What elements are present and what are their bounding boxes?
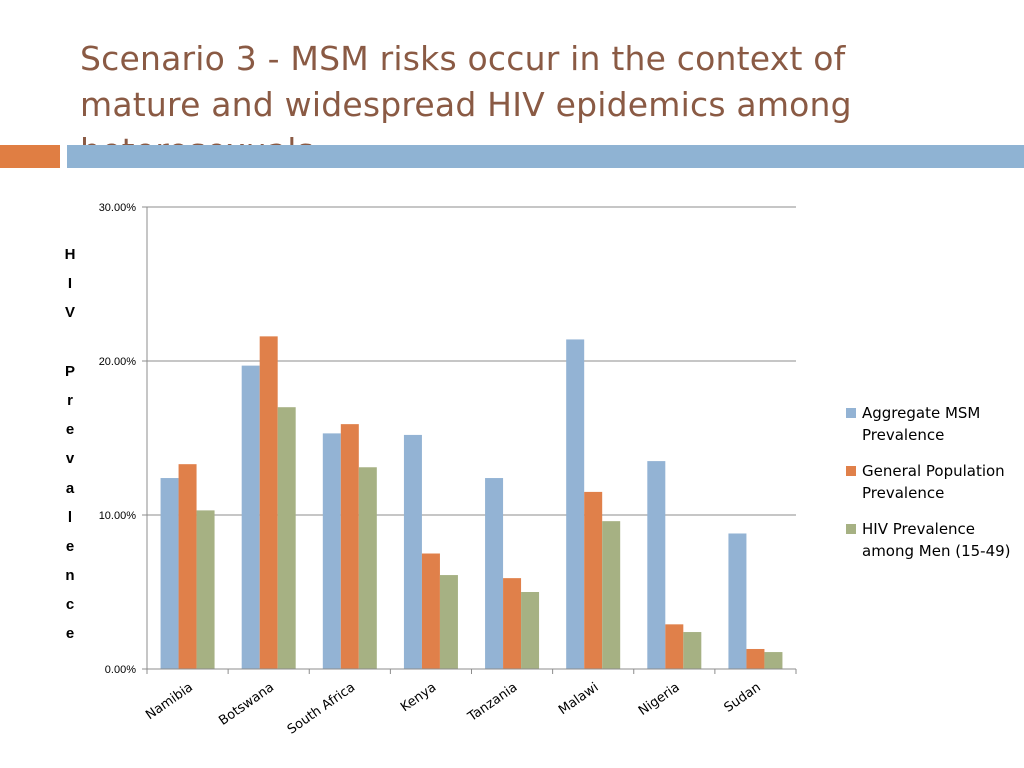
y-axis-label-char: I — [67, 275, 73, 293]
legend-label: General Population Prevalence — [862, 462, 1005, 502]
y-tick-label: 20.00% — [99, 356, 137, 368]
legend-item: General Population Prevalence — [846, 460, 1016, 504]
bar-nigeria-series-2 — [683, 632, 702, 669]
bar-namibia-series-0 — [160, 478, 179, 669]
x-category-label: Tanzania — [465, 680, 521, 725]
y-axis-label-char: r — [67, 391, 73, 409]
y-axis-label-char: a — [65, 479, 75, 497]
y-axis-label-char: c — [65, 596, 75, 614]
x-category-label: Botswana — [216, 680, 277, 729]
legend-swatch — [846, 524, 856, 534]
bar-chart: 0.00% 10.00% 20.00% 30.00% Namibia Botswana So… — [99, 202, 797, 738]
slide-title: Scenario 3 - MSM risks occur in the cont… — [80, 39, 852, 170]
bar-botswana-series-0 — [241, 365, 260, 669]
title-bar-accent — [0, 145, 60, 168]
bar-botswana-series-2 — [277, 407, 296, 669]
bar-malawi-series-1 — [584, 491, 603, 669]
y-axis-label-char — [58, 328, 82, 357]
bar-kenya-series-1 — [421, 553, 440, 669]
bar-namibia-series-1 — [178, 464, 197, 669]
bar-sudan-series-0 — [728, 533, 747, 669]
bar-botswana-series-1 — [259, 336, 278, 669]
x-category-label: Sudan — [722, 680, 764, 716]
bar-namibia-series-2 — [196, 510, 215, 669]
bar-malawi-series-0 — [566, 339, 585, 669]
y-axis-label-char: H — [64, 246, 76, 263]
bar-kenya-series-0 — [403, 434, 422, 669]
y-axis-label-char: e — [65, 625, 75, 643]
bar-tanzania-series-0 — [485, 478, 504, 669]
bar-kenya-series-2 — [439, 575, 458, 669]
y-axis-label-char: n — [65, 567, 75, 585]
bar-tanzania-series-2 — [521, 592, 540, 669]
y-tick-label: 30.00% — [99, 202, 137, 214]
bar-sudan-series-1 — [746, 648, 765, 669]
y-axis-label-char: v — [65, 450, 75, 468]
bar-nigeria-series-0 — [647, 461, 666, 669]
bar-nigeria-series-1 — [665, 624, 684, 669]
legend-label: HIV Prevalence among Men (15-49) — [862, 520, 1011, 560]
y-axis-label-char: P — [64, 362, 75, 380]
x-category-label: South Africa — [285, 680, 358, 738]
bar-south-africa-series-2 — [358, 467, 377, 669]
legend-label: Aggregate MSM Prevalence — [862, 404, 981, 444]
y-axis-label-char: e — [65, 421, 75, 439]
x-category-label: Nigeria — [636, 680, 683, 719]
legend-item: Aggregate MSM Prevalence — [846, 402, 1016, 446]
x-category-label: Namibia — [143, 680, 196, 723]
bar-south-africa-series-0 — [322, 433, 341, 669]
y-tick-label: 10.00% — [99, 510, 137, 522]
bar-tanzania-series-1 — [503, 578, 522, 669]
chart-legend: Aggregate MSM Prevalence General Populati… — [846, 402, 1016, 576]
x-category-label: Malawi — [556, 680, 601, 718]
y-axis-label-char: e — [65, 537, 75, 555]
x-category-label: Kenya — [398, 680, 439, 715]
legend-swatch — [846, 408, 856, 418]
y-axis-label-char: l — [67, 508, 73, 526]
legend-item: HIV Prevalence among Men (15-49) — [846, 518, 1016, 562]
bar-malawi-series-2 — [602, 521, 621, 669]
bar-south-africa-series-1 — [340, 424, 359, 669]
title-bar — [67, 145, 1024, 168]
y-axis-label-char: V — [64, 304, 75, 322]
bar-sudan-series-2 — [764, 652, 783, 669]
legend-swatch — [846, 466, 856, 476]
y-tick-label: 0.00% — [105, 664, 136, 676]
